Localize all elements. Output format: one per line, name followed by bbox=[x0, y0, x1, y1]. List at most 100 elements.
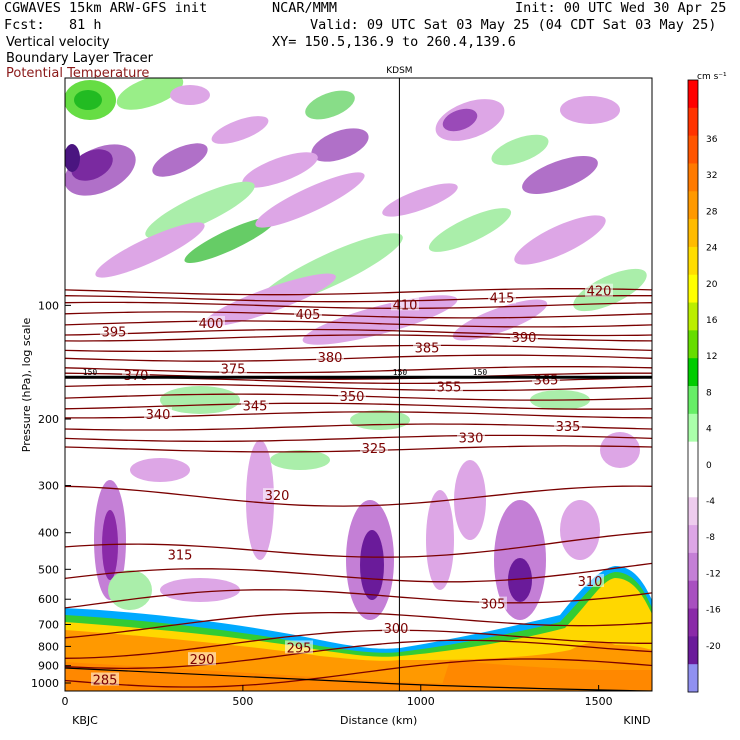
y-tick-label: 600 bbox=[38, 593, 59, 606]
colorbar-tick-label: 36 bbox=[706, 135, 718, 145]
colorbar-tick-label: 28 bbox=[706, 207, 718, 217]
theta-contour-line bbox=[65, 485, 652, 507]
colorbar-tick-label: 12 bbox=[706, 352, 717, 362]
theta-contour-label: 330 bbox=[459, 431, 484, 446]
colorbar-swatch bbox=[688, 274, 698, 304]
colorbar-tick-label: -4 bbox=[706, 497, 715, 507]
y-axis: 100 200 300 400 500 600 700 800 900 1000 bbox=[31, 299, 71, 690]
theta-label-bg bbox=[554, 419, 582, 433]
theta-contour-label: 345 bbox=[243, 399, 268, 414]
colorbar-tick-label: 8 bbox=[706, 388, 712, 398]
theta-label-bg bbox=[488, 290, 516, 304]
colorbar-units: cm s⁻¹ bbox=[697, 72, 727, 82]
colorbar-tick-label: 32 bbox=[706, 171, 717, 181]
theta-contour-label: 410 bbox=[393, 298, 418, 313]
theta-label-bg bbox=[382, 621, 410, 635]
theta-contour-label: 400 bbox=[199, 317, 224, 332]
theta-contour-line bbox=[65, 311, 652, 319]
theta-contour-label: 405 bbox=[296, 308, 321, 323]
theta-contour-line bbox=[65, 611, 652, 639]
theta-contour-line bbox=[65, 295, 652, 303]
theta-contour-label: 295 bbox=[287, 641, 312, 656]
theta-label-bg bbox=[316, 350, 344, 364]
theta-contour-line bbox=[65, 434, 652, 443]
y-tick-label: 800 bbox=[38, 640, 59, 653]
y-tick-label: 300 bbox=[38, 480, 59, 493]
colorbar-swatch bbox=[688, 441, 698, 470]
colorbar-swatch bbox=[688, 191, 698, 220]
theta-contour-line bbox=[65, 334, 652, 342]
end-station-label: KIND bbox=[623, 714, 650, 727]
theta-contour-line bbox=[65, 301, 652, 310]
init-time: Init: 00 UTC Wed 30 Apr 25 bbox=[515, 0, 727, 16]
theta-contour-line bbox=[65, 531, 652, 558]
x-tick-label: 1500 bbox=[585, 695, 613, 708]
y-tick-label: 100 bbox=[38, 299, 59, 312]
x-tick-label: 500 bbox=[232, 695, 253, 708]
theta-contour-label: 415 bbox=[490, 292, 515, 307]
colorbar-frame bbox=[687, 79, 699, 693]
colorbar-swatch bbox=[688, 580, 698, 610]
org-label: NCAR/MMM bbox=[272, 0, 338, 16]
theta-contour-label: 385 bbox=[415, 341, 440, 356]
forecast-hour: Fcst: 81 h bbox=[4, 17, 102, 33]
theta-contour-line bbox=[65, 344, 652, 353]
theta-contour-label: 285 bbox=[93, 674, 118, 689]
pv-contour-label: 150 bbox=[83, 368, 98, 377]
colorbar-swatch bbox=[688, 107, 698, 137]
theta-contour-line bbox=[65, 354, 652, 362]
colorbar-swatch bbox=[688, 330, 698, 359]
colorbar-swatch bbox=[688, 552, 698, 582]
theta-contour-label: 325 bbox=[362, 442, 387, 457]
colorbar-swatch bbox=[688, 163, 698, 192]
y-tick-label: 200 bbox=[38, 413, 59, 426]
theta-contour-label: 305 bbox=[481, 598, 506, 613]
x-tick-label: 0 bbox=[62, 695, 69, 708]
theta-contour-line bbox=[65, 402, 652, 410]
y-tick-label: 400 bbox=[38, 527, 59, 540]
colorbar-tick-label: -16 bbox=[706, 606, 721, 616]
start-station-label: KBJC bbox=[72, 714, 98, 727]
colorbar-swatch bbox=[688, 664, 698, 693]
colorbar-tick-label: 20 bbox=[706, 280, 718, 290]
field-boundary-tracer: Boundary Layer Tracer bbox=[6, 51, 153, 66]
theta-label-bg bbox=[144, 406, 172, 420]
theta-contour-line bbox=[65, 589, 652, 609]
valid-time: Valid: 09 UTC Sat 03 May 25 (04 CDT Sat … bbox=[310, 17, 717, 33]
theta-contour-label: 340 bbox=[146, 408, 171, 423]
colorbar-tick-label: 4 bbox=[706, 425, 712, 435]
theta-label-bg bbox=[360, 440, 388, 454]
station-marker-label: KDSM bbox=[386, 66, 412, 76]
theta-contour-line bbox=[65, 445, 652, 453]
theta-label-bg bbox=[197, 315, 225, 329]
y-axis-label: Pressure (hPa), log scale bbox=[20, 318, 33, 453]
theta-contour-label: 375 bbox=[221, 363, 246, 378]
pv-contour-label: 150 bbox=[393, 368, 408, 377]
colorbar-swatch bbox=[688, 608, 698, 637]
theta-label-bg bbox=[479, 596, 507, 610]
theta-contour-line bbox=[65, 328, 652, 337]
theta-contour-line bbox=[65, 288, 652, 296]
theta-label-bg bbox=[166, 547, 194, 561]
theta-label-bg bbox=[91, 672, 119, 686]
theta-contour-line bbox=[65, 372, 652, 380]
theta-contour-line bbox=[65, 562, 652, 583]
x-axis: 0 500 1000 1500 bbox=[62, 685, 613, 708]
field-vertical-velocity: Vertical velocity bbox=[6, 35, 110, 50]
theta-contour-label: 365 bbox=[534, 373, 559, 388]
theta-label-bg bbox=[510, 329, 538, 343]
colorbar-tick-label: 16 bbox=[706, 316, 718, 326]
theta-contour-line bbox=[65, 366, 652, 374]
colorbar-tick-label: -20 bbox=[706, 642, 721, 652]
colorbar-swatch bbox=[688, 246, 698, 276]
vertical-velocity-shading bbox=[65, 78, 647, 620]
y-tick-label: 500 bbox=[38, 563, 59, 576]
model-title: CGWAVES 15km ARW-GFS init bbox=[4, 0, 208, 16]
colorbar-swatch bbox=[688, 386, 698, 415]
theta-label-bg bbox=[457, 430, 485, 444]
plot-frame bbox=[64, 77, 653, 692]
y-tick-label: 700 bbox=[38, 619, 59, 632]
theta-contour-line bbox=[65, 658, 652, 688]
theta-label-bg bbox=[188, 652, 216, 666]
